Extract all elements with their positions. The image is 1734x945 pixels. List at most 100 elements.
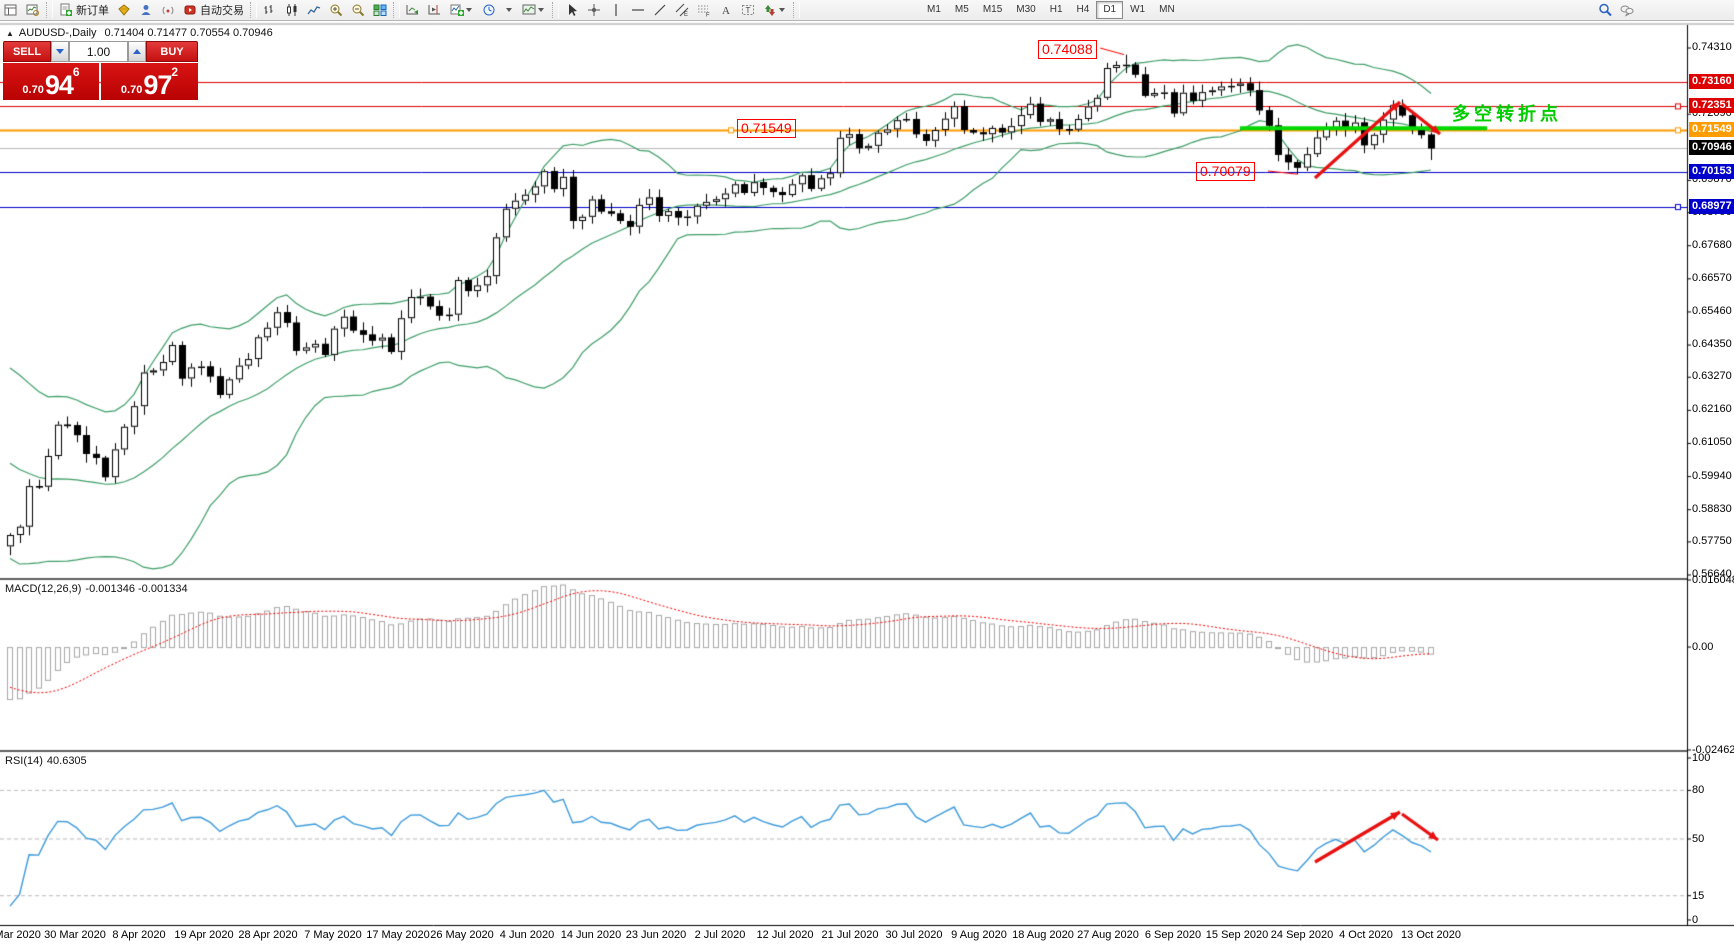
toolbar-button-text[interactable]: A: [716, 0, 736, 20]
toolbar-button-auto-scroll[interactable]: [403, 0, 423, 20]
timeframe-button-H4[interactable]: H4: [1076, 4, 1090, 15]
toolbar-button-community[interactable]: [136, 0, 156, 20]
date-tick-label: 18 Aug 2020: [1012, 929, 1074, 941]
toolbar-button-period-clock[interactable]: [479, 0, 499, 20]
timeframe-button-H1[interactable]: H1: [1049, 4, 1063, 15]
buy-price-big: 97: [143, 70, 172, 100]
sell-price-display[interactable]: 0.70 94 6: [3, 63, 99, 100]
annotation-note-text[interactable]: 多空转折点: [1452, 104, 1562, 124]
zoom-in-icon: [330, 4, 343, 17]
autotrading-icon: [184, 5, 196, 15]
date-tick-label: 21 Jul 2020: [821, 929, 879, 941]
timeframe-button-D1[interactable]: D1: [1096, 1, 1124, 19]
arrow-objects-icon: [765, 5, 775, 16]
symbol-period-label: AUDUSD-,Daily: [18, 27, 97, 39]
date-tick-label: 15 Sep 2020: [1205, 929, 1269, 941]
svg-text:T: T: [746, 6, 751, 15]
dropdown-caret-icon[interactable]: [506, 8, 512, 12]
timeframe-button-MN[interactable]: MN: [1159, 4, 1175, 15]
toolbar-button-equidistant-channel[interactable]: E: [672, 0, 692, 20]
rsi-value: 40.6305: [46, 755, 87, 767]
volume-increase-button[interactable]: [128, 41, 146, 62]
timeframe-button-M5[interactable]: M5: [954, 4, 969, 15]
toolbar-button-autotrading[interactable]: 自动交易: [180, 0, 247, 20]
toolbar-button-chart-shift[interactable]: [425, 0, 445, 20]
date-tick-label: 19 Apr 2020: [174, 929, 234, 941]
toolbar-button-line-chart[interactable]: [304, 0, 324, 20]
date-tick-label: 4 Oct 2020: [1339, 929, 1393, 941]
toolbar-button-candlestick-chart[interactable]: [282, 0, 302, 20]
rsi-tick-label: 100: [1692, 752, 1711, 764]
toolbar-button-bar-chart[interactable]: [260, 0, 280, 20]
community-icon: [141, 5, 151, 15]
price-tick-label: 0.74310: [1692, 41, 1732, 53]
toolbar-button-chat[interactable]: [1617, 0, 1637, 20]
toolbar-button-chart-profile[interactable]: [519, 0, 549, 20]
toolbar-button-arrow-objects[interactable]: [760, 0, 790, 20]
price-tick-label: 0.58830: [1692, 503, 1732, 515]
timeframe-button-M30[interactable]: M30: [1016, 4, 1036, 15]
toolbar-button-cursor[interactable]: [562, 0, 582, 20]
text-icon: A: [722, 5, 730, 17]
text-label-icon: T: [742, 5, 754, 15]
date-tick-label: 9 Aug 2020: [951, 929, 1007, 941]
toolbar-button-horizontal-line[interactable]: [628, 0, 648, 20]
price-tick-label: 0.62160: [1692, 403, 1732, 415]
macd-title: MACD(12,26,9): [5, 583, 82, 595]
price-tick-label: 0.65460: [1692, 305, 1732, 317]
deposit-diamond-icon: [118, 4, 130, 16]
price-badge: 0.73160: [1689, 74, 1734, 89]
add-indicator-icon: [450, 4, 464, 16]
timeframe-button-M15[interactable]: M15: [982, 4, 1003, 15]
rsi-tick-label: 0: [1692, 914, 1699, 926]
date-tick-label: 8 Apr 2020: [112, 929, 166, 941]
dropdown-caret-icon[interactable]: [779, 8, 785, 12]
toolbar-button-trend-line[interactable]: [650, 0, 670, 20]
toolbar-button-new-order[interactable]: 新订单: [56, 0, 112, 20]
annotation-level-price-label[interactable]: 0.71549: [737, 119, 796, 138]
toolbar-button-deposit-diamond[interactable]: [114, 0, 134, 20]
toolbar-button-tile-windows[interactable]: [370, 0, 390, 20]
signals-icon: [162, 6, 174, 15]
toolbar-button-signals[interactable]: [158, 0, 178, 20]
chart-title: ▲ AUDUSD-,Daily 0.71404 0.71477 0.70554 …: [6, 27, 273, 39]
toolbar-button-vertical-line[interactable]: [606, 0, 626, 20]
window-list-icon: [4, 4, 17, 16]
timeframe-button-M1[interactable]: M1: [927, 4, 941, 15]
price-tick-label: 0.61050: [1692, 436, 1732, 448]
annotation-high-price-label[interactable]: 0.74088: [1038, 40, 1097, 59]
toolbar-button-window-list[interactable]: [1, 0, 21, 20]
dropdown-caret-icon[interactable]: [538, 8, 544, 12]
sell-button[interactable]: SELL: [3, 41, 51, 62]
date-tick-label: 17 May 2020: [366, 929, 430, 941]
toolbar-button-text-label[interactable]: T: [738, 0, 758, 20]
dropdown-caret-icon[interactable]: [466, 8, 472, 12]
collapse-panel-icon[interactable]: ▲: [6, 28, 14, 38]
macd-tick-label: 0.00: [1692, 641, 1714, 653]
buy-price-display[interactable]: 0.70 97 2: [101, 63, 198, 100]
volume-decrease-button[interactable]: [51, 41, 69, 62]
toolbar-button-zoom-out[interactable]: [348, 0, 368, 20]
toolbar-button-add-indicator[interactable]: [447, 0, 477, 20]
date-tick-label: 30 Jul 2020: [885, 929, 943, 941]
price-tick-label: 0.59940: [1692, 470, 1732, 482]
volume-input[interactable]: 1.00: [69, 41, 128, 62]
zoom-out-icon: [352, 4, 365, 17]
toolbar-button-crosshair[interactable]: [584, 0, 604, 20]
toolbar-button-zoom-in[interactable]: [326, 0, 346, 20]
buy-button[interactable]: BUY: [146, 41, 198, 62]
annotation-low-price-label[interactable]: 0.70079: [1196, 162, 1255, 181]
toolbar-button-fibonacci[interactable]: F: [694, 0, 714, 20]
macd-tick-label: 0.016048: [1692, 574, 1734, 586]
toolbar-button-market-watch[interactable]: [23, 0, 43, 20]
toolbar-button-search[interactable]: [1595, 0, 1615, 20]
toolbar-button-caret-only[interactable]: [501, 0, 517, 20]
svg-text:A: A: [722, 5, 730, 17]
timeframe-button-W1[interactable]: W1: [1130, 4, 1146, 15]
toolbar-separator: [46, 2, 53, 18]
price-tick-label: 0.66570: [1692, 272, 1732, 284]
date-tick-label: 7 May 2020: [304, 929, 362, 941]
price-tick-label: 0.63270: [1692, 370, 1732, 382]
